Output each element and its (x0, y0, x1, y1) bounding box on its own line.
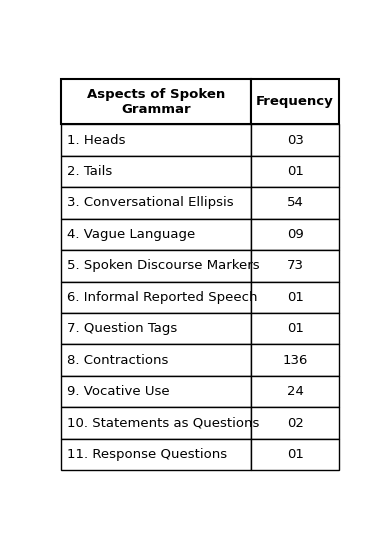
Text: 10. Statements as Questions: 10. Statements as Questions (67, 416, 259, 429)
Text: 3. Conversational Ellipsis: 3. Conversational Ellipsis (67, 197, 234, 210)
Bar (61, 439, 251, 470)
Bar (251, 124, 339, 156)
Text: 4. Vague Language: 4. Vague Language (67, 228, 195, 241)
Text: Frequency: Frequency (256, 96, 334, 109)
Text: 7. Question Tags: 7. Question Tags (67, 322, 177, 335)
Bar (61, 219, 251, 250)
Text: 11. Response Questions: 11. Response Questions (67, 448, 227, 461)
Text: 73: 73 (287, 259, 303, 272)
Text: 02: 02 (287, 416, 303, 429)
Text: 24: 24 (287, 385, 303, 398)
Bar (251, 187, 339, 219)
Bar (61, 281, 251, 313)
Bar (251, 407, 339, 439)
Text: 01: 01 (287, 165, 303, 178)
Text: 03: 03 (287, 133, 303, 146)
Bar (61, 79, 251, 124)
Text: 01: 01 (287, 448, 303, 461)
Text: 9. Vocative Use: 9. Vocative Use (67, 385, 170, 398)
Bar (61, 313, 251, 345)
Text: 6. Informal Reported Speech: 6. Informal Reported Speech (67, 291, 257, 304)
Bar (251, 156, 339, 187)
Bar (251, 281, 339, 313)
Bar (251, 439, 339, 470)
Bar (61, 124, 251, 156)
Text: 09: 09 (287, 228, 303, 241)
Bar (61, 407, 251, 439)
Bar (61, 250, 251, 281)
Text: 8. Contractions: 8. Contractions (67, 354, 168, 367)
Text: 1. Heads: 1. Heads (67, 133, 125, 146)
Bar (251, 376, 339, 407)
Text: 2. Tails: 2. Tails (67, 165, 112, 178)
Text: Aspects of Spoken
Grammar: Aspects of Spoken Grammar (87, 88, 225, 116)
Bar (251, 219, 339, 250)
Text: 01: 01 (287, 291, 303, 304)
Text: 5. Spoken Discourse Markers: 5. Spoken Discourse Markers (67, 259, 259, 272)
Bar (251, 250, 339, 281)
Bar (61, 187, 251, 219)
Bar (61, 156, 251, 187)
Bar (251, 345, 339, 376)
Text: 54: 54 (287, 197, 303, 210)
Bar (61, 345, 251, 376)
Bar (61, 376, 251, 407)
Bar (251, 313, 339, 345)
Text: 01: 01 (287, 322, 303, 335)
Text: 136: 136 (282, 354, 308, 367)
Bar (251, 79, 339, 124)
